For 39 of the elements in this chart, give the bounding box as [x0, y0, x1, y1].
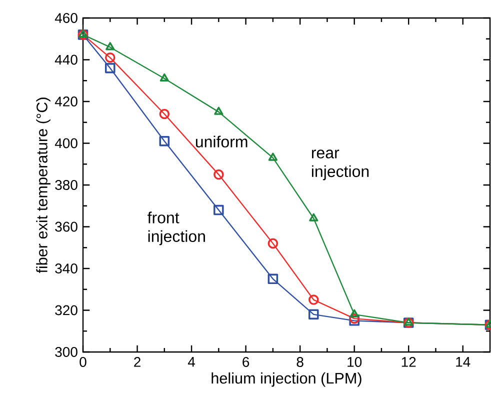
x-tick-label: 2 [134, 357, 140, 367]
series-label: uniform [196, 136, 248, 148]
y-tick-label: 360 [55, 222, 78, 232]
point [268, 238, 278, 249]
x-tick-label: 0 [80, 357, 86, 367]
y-tick-label: 420 [54, 96, 78, 106]
x-tick-label: 6 [242, 357, 250, 367]
point [214, 106, 224, 115]
x-tick-label: 14 [456, 357, 470, 367]
y-tick-label: 400 [54, 138, 78, 148]
point [268, 274, 278, 284]
point [159, 108, 170, 120]
series-label: rear injection [312, 150, 369, 180]
point [308, 294, 319, 305]
point [214, 204, 224, 216]
y-tick-label: 460 [54, 13, 78, 23]
point [268, 152, 278, 161]
y-tick-label: 440 [54, 54, 78, 65]
y-tick-label: 300 [55, 347, 78, 357]
point [160, 73, 169, 82]
x-tick-label: 4 [188, 357, 196, 367]
point [349, 313, 360, 324]
point [159, 136, 170, 146]
y-axis-title: fiber exit temperature (°C) [36, 98, 50, 274]
y-tick-label: 340 [55, 264, 78, 274]
point [214, 169, 224, 180]
x-tick-label: 8 [296, 357, 304, 367]
point [106, 42, 115, 50]
point [105, 52, 116, 63]
series-label: front injection [148, 212, 205, 246]
y-tick-label: 320 [55, 305, 78, 316]
x-tick-label: 10 [348, 357, 362, 367]
point [309, 213, 318, 222]
x-axis-title: helium injection (LPM) [212, 372, 362, 387]
point [350, 309, 359, 318]
y-tick-label: 380 [55, 180, 78, 190]
point [105, 62, 116, 74]
x-tick-label: 12 [402, 357, 416, 367]
point [308, 309, 319, 320]
